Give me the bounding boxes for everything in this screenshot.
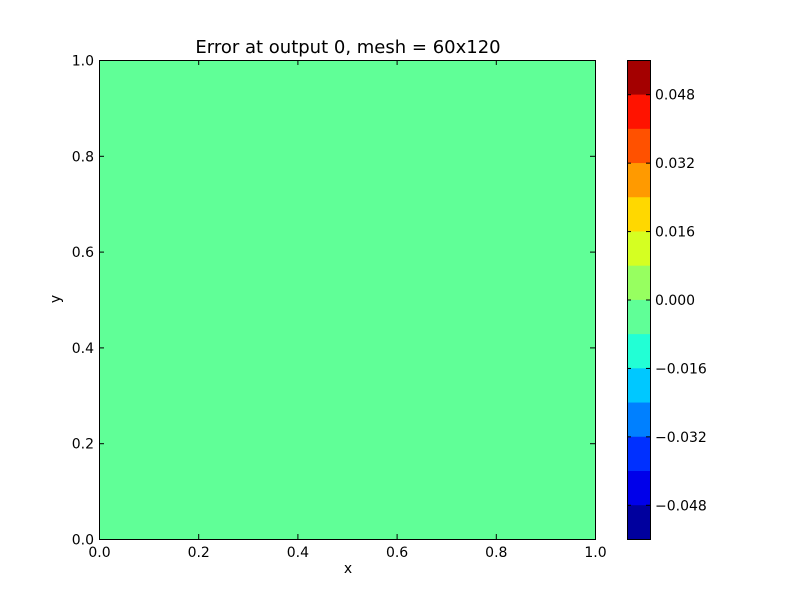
y-tick-label: 0.0 xyxy=(72,533,94,549)
plot-area xyxy=(99,60,596,540)
colorbar-band xyxy=(627,504,650,540)
colorbar-band xyxy=(627,196,650,232)
colorbar-band xyxy=(627,162,650,198)
colorbar-tick-label: −0.032 xyxy=(655,430,707,446)
colorbar-band xyxy=(627,436,650,471)
colorbar-band xyxy=(627,94,650,129)
chart-title: Error at output 0, mesh = 60x120 xyxy=(195,37,500,58)
colorbar: −0.048 −0.032 −0.016 0.000 0.016 0.032 0.048 xyxy=(627,60,707,540)
colorbar-tick-label: 0.016 xyxy=(655,225,695,241)
x-tick-label: 0.6 xyxy=(386,545,408,561)
plot-frame xyxy=(99,60,596,540)
y-axis-label: y xyxy=(48,295,64,303)
y-tick-label: 1.0 xyxy=(72,54,94,70)
colorbar-tick-label: 0.000 xyxy=(655,293,695,309)
x-tick-label: 0.0 xyxy=(88,545,110,561)
error-field xyxy=(99,60,595,539)
colorbar-tick-label: 0.032 xyxy=(655,156,695,172)
x-tick-label: 0.8 xyxy=(485,545,507,561)
y-axis-ticks: 0.0 0.2 0.4 0.6 0.8 1.0 xyxy=(72,54,595,549)
colorbar-ticks: −0.048 −0.032 −0.016 0.000 0.016 0.032 0.048 xyxy=(627,88,707,514)
colorbar-tick-label: 0.048 xyxy=(655,88,695,104)
colorbar-bands xyxy=(627,60,650,540)
y-tick-label: 0.2 xyxy=(72,437,94,453)
x-tick-label: 1.0 xyxy=(584,545,606,561)
colorbar-band xyxy=(627,299,650,335)
colorbar-band xyxy=(627,367,650,403)
colorbar-tick-label: −0.048 xyxy=(655,498,707,514)
colorbar-band xyxy=(627,128,650,164)
x-axis-ticks: 0.0 0.2 0.4 0.6 0.8 1.0 xyxy=(88,60,607,561)
y-tick-label: 0.6 xyxy=(72,245,94,261)
x-tick-label: 0.4 xyxy=(287,545,309,561)
colorbar-band xyxy=(627,60,650,95)
y-tick-label: 0.8 xyxy=(72,149,94,165)
colorbar-band xyxy=(627,265,650,300)
x-axis-label: x xyxy=(344,561,352,577)
colorbar-band xyxy=(627,333,650,369)
colorbar-band xyxy=(627,470,650,506)
colorbar-band xyxy=(627,402,650,437)
colorbar-tick-label: −0.016 xyxy=(655,361,707,377)
x-tick-label: 0.2 xyxy=(188,545,210,561)
y-tick-label: 0.4 xyxy=(72,341,94,357)
colorbar-band xyxy=(627,231,650,266)
